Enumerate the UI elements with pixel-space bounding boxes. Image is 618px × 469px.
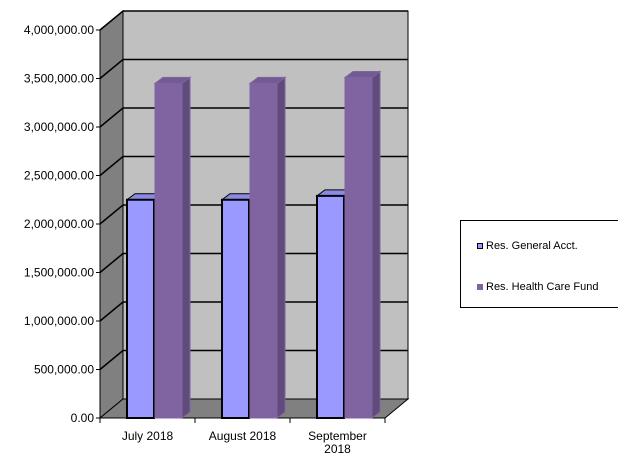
bar-1 [344,77,373,419]
bar-side-1 [181,76,191,419]
y-tick-label: 2,000,000.00 [24,217,94,231]
legend-swatch-general [477,243,483,249]
y-tick-label: 2,500,000.00 [24,169,94,183]
y-tick-label: 0.00 [71,411,95,425]
gridline [99,349,408,371]
x-tick-label: July 2018 [122,429,174,443]
gridline [99,155,408,177]
gridline [99,252,408,274]
y-tick-label: 500,000.00 [34,363,94,377]
legend: Res. General Acct. Res. Health Care Fund [460,220,618,308]
bar-0 [126,198,155,419]
gridline [99,204,408,225]
legend-swatch-health [477,284,483,290]
bar-0 [221,198,250,419]
y-tick-label: 1,000,000.00 [24,314,94,328]
gridline [99,10,408,31]
legend-item-health: Res. Health Care Fund [477,281,599,293]
gridline [99,107,408,128]
bar-0 [316,194,345,419]
y-tick-label: 4,000,000.00 [24,23,94,37]
x-tick-label: 2018 [324,442,351,456]
gridline [99,58,408,80]
legend-label-general: Res. General Acct. [486,240,578,252]
x-tick-label: September [308,429,367,443]
x-tick-label: August 2018 [209,429,277,443]
bar-1 [249,82,278,419]
bar-side-1 [371,70,381,419]
y-tick-label: 3,500,000.00 [24,72,94,86]
legend-label-health: Res. Health Care Fund [486,281,599,293]
bar-1 [154,82,183,419]
y-tick-label: 1,500,000.00 [24,266,94,280]
gridline [99,301,408,322]
y-tick-label: 3,000,000.00 [24,120,94,134]
bar-side-1 [276,76,286,419]
legend-item-general: Res. General Acct. [477,240,578,252]
